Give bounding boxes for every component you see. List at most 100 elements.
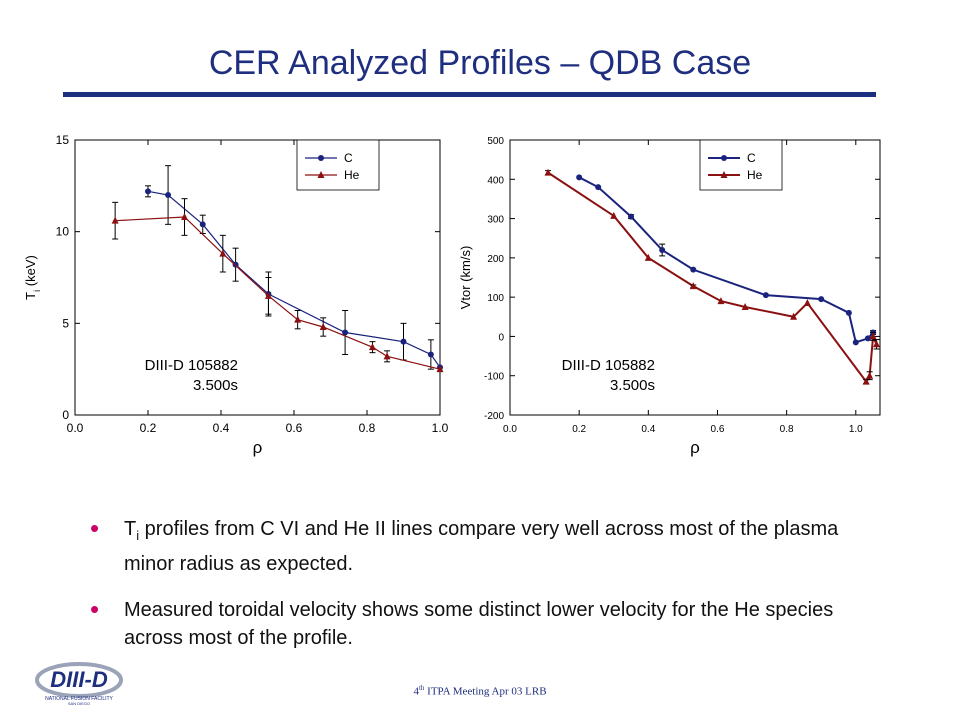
x-tick-label: 0.8 <box>359 421 376 435</box>
x-tick-label: 0.0 <box>503 424 517 435</box>
x-tick-label: 1.0 <box>432 421 449 435</box>
y-tick-label: 10 <box>56 225 70 239</box>
x-tick-label: 0.0 <box>67 421 84 435</box>
legend-label-C: C <box>344 151 353 165</box>
bullet-dot-icon: • <box>90 594 100 624</box>
annotation-shot: DIII-D 105882 <box>562 357 655 374</box>
data-point-C <box>628 213 635 220</box>
data-point-C <box>400 338 407 345</box>
legend-box <box>296 139 380 191</box>
legend-marker-He <box>317 171 325 178</box>
ti-profile-chart: 0.0 0.2 0.4 0.6 0.8 1.0 0 5 10 15 ρ Ti (keV) C He DIII… <box>23 133 449 457</box>
series-line-C <box>578 176 874 344</box>
y-axis-label: Vtor (km/s) <box>458 246 473 310</box>
bullet-list: • Ti profiles from C VI and He II lines … <box>90 515 880 670</box>
series-line-He <box>547 171 878 384</box>
diii-d-logo: DIII-D NATIONAL FUSION FACILITY SAN DIEG… <box>34 660 124 711</box>
data-point-He <box>866 371 874 379</box>
legend-label-He: He <box>747 168 763 182</box>
footer: 4th ITPA Meeting Apr 03 LRB <box>0 684 960 698</box>
x-axis-label: ρ <box>253 438 263 457</box>
data-point-C <box>576 174 583 181</box>
data-point-He <box>294 315 302 323</box>
bullet-item: • Ti profiles from C VI and He II lines … <box>90 515 880 578</box>
data-point-C <box>659 247 666 253</box>
data-point-C <box>818 296 825 303</box>
data-point-He <box>544 168 552 176</box>
y-tick-label: 500 <box>487 136 504 147</box>
bullet-text: profiles from C VI and He II lines compa… <box>124 518 839 575</box>
y-tick-label: 300 <box>487 215 504 226</box>
legend-label-C: C <box>747 151 756 165</box>
x-tick-label: 0.2 <box>572 424 586 435</box>
y-tick-label: 15 <box>56 133 70 147</box>
diii-d-logo-icon: DIII-D NATIONAL FUSION FACILITY SAN DIEG… <box>35 662 123 706</box>
title-rule <box>63 92 876 97</box>
x-tick-label: 0.4 <box>213 421 230 435</box>
data-point-He <box>741 302 749 310</box>
y-tick-label: -100 <box>484 372 504 383</box>
data-point-C <box>145 188 151 195</box>
y-tick-label: 0 <box>62 408 69 422</box>
x-axis-label: ρ <box>690 438 700 457</box>
legend-box <box>699 139 783 191</box>
legend-label-He: He <box>344 168 360 182</box>
data-point-He <box>436 365 444 373</box>
y-tick-label: 400 <box>487 175 504 186</box>
series-line-He <box>115 216 441 370</box>
slide-title: CER Analyzed Profiles – QDB Case <box>208 44 752 82</box>
data-point-He <box>219 249 227 257</box>
data-point-C <box>845 309 852 316</box>
vtor-profile-chart: 0.0 0.2 0.4 0.6 0.8 1.0 -200 -100 0 100 200 300 400 5… <box>458 136 881 457</box>
data-point-C <box>690 266 697 273</box>
data-point-He <box>873 340 881 348</box>
bullet-subscript: i <box>136 528 140 543</box>
x-tick-label: 0.6 <box>286 421 303 435</box>
x-tick-label: 0.8 <box>780 424 794 435</box>
data-point-C <box>864 335 871 342</box>
data-point-He <box>862 377 870 385</box>
data-point-He <box>717 297 725 305</box>
legend-marker-C <box>721 155 727 161</box>
data-point-He <box>689 282 697 290</box>
y-tick-label: 0 <box>498 332 504 343</box>
y-tick-label: 100 <box>487 293 504 304</box>
y-tick-label: -200 <box>484 411 504 422</box>
data-point-He <box>644 253 652 261</box>
data-point-C <box>427 351 434 358</box>
y-axis-label: Ti (keV) <box>23 255 42 300</box>
legend-marker-He <box>720 171 728 178</box>
data-point-C <box>342 329 349 336</box>
x-tick-label: 0.4 <box>641 424 655 435</box>
series-line-C <box>147 190 441 368</box>
logo-sub-text: NATIONAL FUSION FACILITY <box>45 696 113 702</box>
data-point-He <box>610 211 618 219</box>
data-point-He <box>319 323 327 330</box>
data-point-He <box>383 352 391 360</box>
logo-main-text: DIII-D <box>50 667 108 692</box>
data-point-C <box>852 339 859 346</box>
bullet-prefix: T <box>124 518 137 540</box>
plot-frame <box>509 139 881 416</box>
data-point-He <box>264 291 272 299</box>
data-point-C <box>165 192 172 198</box>
y-tick-label: 200 <box>487 254 504 265</box>
bullet-item: • Measured toroidal velocity shows some … <box>90 596 880 652</box>
data-point-C <box>762 292 769 299</box>
bullet-text: Measured toroidal velocity shows some di… <box>124 599 834 649</box>
annotation-shot: DIII-D 105882 <box>145 357 238 374</box>
footer-superscript: th <box>418 684 425 692</box>
bullet-dot-icon: • <box>90 513 100 543</box>
data-point-C <box>595 184 602 191</box>
data-point-He <box>790 312 798 320</box>
data-point-C <box>199 221 206 228</box>
data-point-He <box>181 213 188 220</box>
data-point-He <box>368 343 376 351</box>
footer-number: 4 <box>413 685 419 698</box>
data-point-He <box>803 299 811 307</box>
data-point-He <box>869 332 877 340</box>
logo-sub2-text: SAN DIEGO <box>68 701 90 706</box>
x-tick-label: 0.2 <box>140 421 157 435</box>
plot-frame <box>74 139 441 416</box>
annotation-time: 3.500s <box>193 377 238 394</box>
